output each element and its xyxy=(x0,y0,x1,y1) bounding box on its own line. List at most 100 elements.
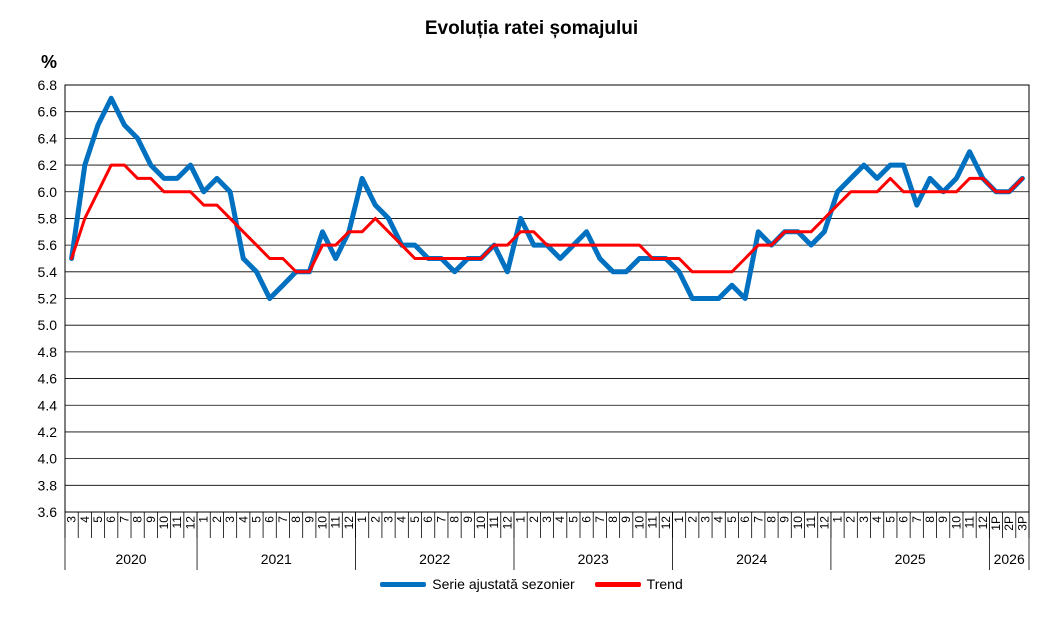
x-month-label: 2 xyxy=(527,516,541,523)
y-tick-label: 3.8 xyxy=(38,477,58,493)
x-month-label: 9 xyxy=(461,516,475,523)
x-month-label: 9 xyxy=(144,516,158,523)
y-tick-label: 4.2 xyxy=(38,424,58,440)
y-tick-label: 4.0 xyxy=(38,451,58,467)
axis-layer: 3.6 3.8 4.0 4.2 4.4 4.6 4.8 5.0 5.2 5.4 5.6 5.8 6.0 6… xyxy=(38,77,1030,570)
y-tick-label: 3.6 xyxy=(38,504,58,520)
x-month-label: 1 xyxy=(355,516,369,523)
x-month-label: 4 xyxy=(78,516,92,523)
x-month-label: 1 xyxy=(514,516,528,523)
y-tick-label: 6.4 xyxy=(38,130,58,146)
x-month-label: 11 xyxy=(170,516,184,529)
y-tick-label: 6.0 xyxy=(38,184,58,200)
x-month-label: 5 xyxy=(566,516,580,523)
y-tick-label: 5.0 xyxy=(38,317,58,333)
x-month-label: 10 xyxy=(157,516,171,530)
x-month-label: 7 xyxy=(910,516,924,523)
legend-swatch-trend xyxy=(594,581,641,587)
y-tick-label: 4.4 xyxy=(38,397,58,413)
x-month-label: 6 xyxy=(738,516,752,523)
x-month-label: 5 xyxy=(725,516,739,523)
x-month-label: 1 xyxy=(831,516,845,523)
x-month-label: 8 xyxy=(606,516,620,523)
x-month-label: 5 xyxy=(91,516,105,523)
x-month-label: 2 xyxy=(368,516,382,523)
x-month-label: 6 xyxy=(580,516,594,523)
x-month-label: 3P xyxy=(1015,516,1029,531)
y-tick-label: 6.6 xyxy=(38,104,58,120)
legend-label-trend: Trend xyxy=(646,576,683,592)
x-month-label: 10 xyxy=(791,516,805,530)
x-month-label: 10 xyxy=(474,516,488,530)
x-month-label: 7 xyxy=(751,516,765,523)
x-month-label: 5 xyxy=(249,516,263,523)
y-axis-label: % xyxy=(41,52,57,72)
grid-layer xyxy=(64,84,1030,513)
x-month-label: 2 xyxy=(844,516,858,523)
x-month-label: 3 xyxy=(540,516,554,523)
x-month-label: 8 xyxy=(448,516,462,523)
x-month-label: 11 xyxy=(804,516,818,529)
x-month-label: 1P xyxy=(989,516,1003,531)
y-tick-label: 5.8 xyxy=(38,210,58,226)
x-month-label: 8 xyxy=(764,516,778,523)
x-year-label: 2020 xyxy=(115,551,146,567)
x-month-label: 3 xyxy=(857,516,871,523)
x-year-label: 2025 xyxy=(895,551,926,567)
x-month-label: 11 xyxy=(329,516,343,529)
y-tick-label: 5.2 xyxy=(38,291,58,307)
y-tick-label: 6.2 xyxy=(38,157,58,173)
x-month-label: 10 xyxy=(632,516,646,530)
x-month-label: 6 xyxy=(263,516,277,523)
x-month-label: 12 xyxy=(817,516,831,530)
x-month-label: 8 xyxy=(289,516,303,523)
x-month-label: 11 xyxy=(646,516,660,529)
x-year-label: 2026 xyxy=(994,551,1025,567)
x-month-label: 2 xyxy=(685,516,699,523)
x-month-label: 4 xyxy=(236,516,250,523)
legend-label-seasonal: Serie ajustată sezonier xyxy=(432,576,575,592)
series-line-seasonal xyxy=(69,95,1025,301)
y-tick-label: 5.4 xyxy=(38,264,58,280)
series-layer xyxy=(69,95,1025,301)
chart-title: Evoluția ratei șomajului xyxy=(424,18,639,39)
x-month-label: 12 xyxy=(659,516,673,530)
x-month-label: 6 xyxy=(897,516,911,523)
legend-swatch-seasonal xyxy=(380,581,427,587)
legend: Serie ajustată sezonier Trend xyxy=(0,576,1063,592)
y-tick-label: 5.6 xyxy=(38,237,58,253)
x-month-label: 8 xyxy=(923,516,937,523)
x-month-label: 8 xyxy=(131,516,145,523)
y-tick-label: 4.6 xyxy=(38,371,58,387)
x-month-label: 12 xyxy=(976,516,990,530)
legend-item-seasonal: Serie ajustată sezonier xyxy=(380,576,575,592)
x-month-label: 4 xyxy=(870,516,884,523)
x-month-label: 4 xyxy=(712,516,726,523)
x-year-label: 2023 xyxy=(578,551,609,567)
x-month-label: 7 xyxy=(434,516,448,523)
x-month-label: 6 xyxy=(421,516,435,523)
x-month-label: 9 xyxy=(936,516,950,523)
x-month-label: 10 xyxy=(316,516,330,530)
x-month-label: 1 xyxy=(672,516,686,523)
x-month-label: 6 xyxy=(104,516,118,523)
x-year-label: 2022 xyxy=(419,551,450,567)
legend-item-trend: Trend xyxy=(594,576,683,592)
x-month-label: 3 xyxy=(65,516,79,523)
x-month-label: 3 xyxy=(382,516,396,523)
x-month-label: 3 xyxy=(223,516,237,523)
x-month-label: 9 xyxy=(302,516,316,523)
x-month-label: 12 xyxy=(183,516,197,530)
series-line-trend xyxy=(70,163,1024,274)
y-tick-label: 4.8 xyxy=(38,344,58,360)
x-month-label: 9 xyxy=(619,516,633,523)
x-month-label: 7 xyxy=(117,516,131,523)
x-month-label: 4 xyxy=(553,516,567,523)
y-tick-label: 6.8 xyxy=(38,77,58,93)
x-month-label: 1 xyxy=(197,516,211,523)
x-month-label: 10 xyxy=(949,516,963,530)
x-month-label: 7 xyxy=(593,516,607,523)
x-month-label: 4 xyxy=(395,516,409,523)
x-month-label: 11 xyxy=(487,516,501,529)
x-month-label: 2 xyxy=(210,516,224,523)
